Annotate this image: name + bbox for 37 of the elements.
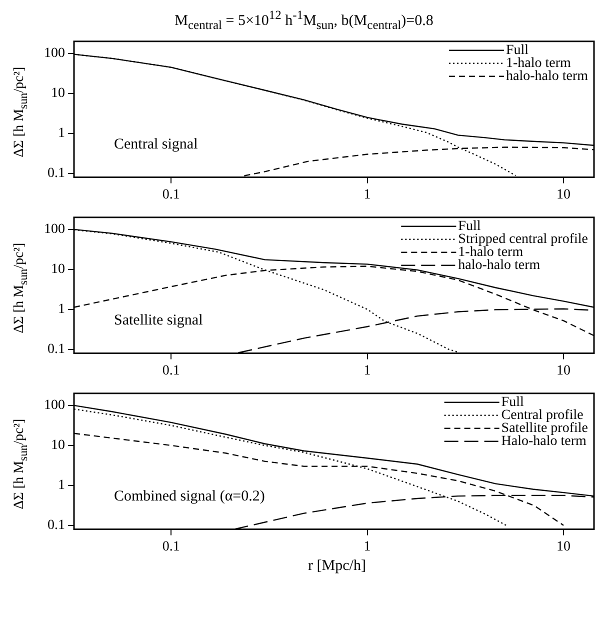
y-tick-label: 100 — [44, 398, 65, 414]
y-tick-label: 1 — [58, 478, 65, 494]
annotation: Satellite signal — [114, 312, 203, 329]
x-tick-label: 0.1 — [162, 539, 180, 554]
x-tick-label: 1 — [364, 363, 371, 378]
x-tick-label: 10 — [556, 363, 571, 378]
y-tick-label: 10 — [51, 86, 65, 102]
annotation: Central signal — [114, 136, 198, 153]
legend-label: Full — [506, 43, 529, 58]
annotation: Combined signal (α=0.2) — [114, 488, 265, 505]
legend-label: 1-halo term — [506, 56, 572, 72]
legend-label: Central profile — [501, 408, 584, 424]
y-tick-label: 10 — [51, 438, 65, 454]
legend-label: Full — [501, 395, 524, 410]
y-tick-label: 10 — [51, 262, 65, 278]
x-tick-label: 0.1 — [162, 363, 180, 378]
y-tick-label: 1 — [58, 126, 65, 142]
x-tick-label: 1 — [364, 187, 371, 202]
legend-label: halo-halo term — [506, 69, 588, 84]
legend-label: 1-halo term — [458, 245, 524, 260]
y-tick-label: 0.1 — [48, 342, 65, 357]
x-axis-title: r [Mpc/h] — [307, 558, 367, 575]
x-tick-label: 0.1 — [162, 187, 180, 202]
legend-label: Halo-halo term — [501, 434, 587, 450]
x-tick-label: 1 — [364, 539, 371, 554]
y-tick-label: 1 — [58, 302, 65, 318]
x-tick-label: 10 — [556, 539, 571, 554]
y-tick-label: 100 — [44, 46, 65, 62]
y-tick-label: 100 — [44, 222, 65, 238]
chart-title: M$_{central}$ = 5×10$^{12}$ h$^{-1}$M$_{sun}$, b(M$_{central}$)=0.8 — [174, 8, 434, 32]
y-tick-label: 0.1 — [48, 518, 65, 533]
y-tick-label: 0.1 — [48, 166, 65, 181]
legend-label: Stripped central profile — [458, 232, 588, 248]
x-tick-label: 10 — [556, 187, 571, 202]
legend-label: Full — [458, 219, 481, 234]
legend-label: Satellite profile — [501, 421, 588, 436]
legend-label: halo-halo term — [458, 258, 540, 274]
